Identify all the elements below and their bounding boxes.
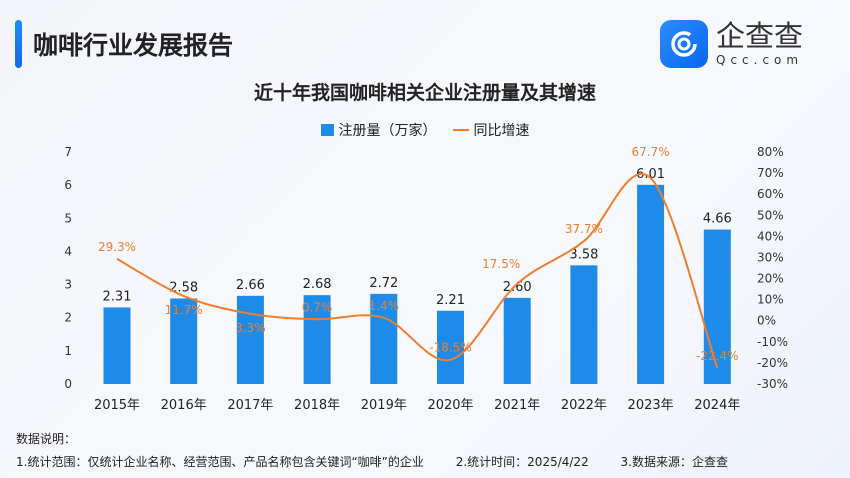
right-tick-label: 70%: [757, 166, 784, 180]
x-tick-label: 2016年: [161, 398, 207, 413]
x-tick-label: 2015年: [94, 398, 140, 413]
right-tick-label: -20%: [757, 356, 788, 370]
bar: [103, 307, 131, 384]
bar: [303, 295, 331, 384]
bar: [437, 310, 464, 384]
bar-value-label: 3.58: [569, 247, 598, 262]
growth-label: 67.7%: [632, 145, 670, 159]
logo-cn: 企查查: [716, 19, 804, 53]
growth-label: 1.4%: [369, 299, 400, 313]
right-tick-label: -10%: [757, 335, 788, 349]
bar: [503, 297, 531, 384]
left-tick-label: 3: [64, 278, 72, 292]
legend-bar: 注册量（万家）: [320, 120, 437, 140]
bar: [637, 184, 665, 384]
bar-value-label: 2.72: [369, 276, 398, 291]
bar-value-label: 2.21: [436, 293, 465, 308]
x-tick-label: 2020年: [427, 398, 473, 413]
x-tick-label: 2021年: [494, 398, 540, 413]
growth-label: -18.5%: [429, 341, 471, 355]
right-tick-label: 40%: [757, 229, 784, 243]
bar: [370, 293, 398, 384]
qcc-logo: 企查查 Qcc.com: [660, 20, 803, 68]
bar-value-label: 2.66: [236, 278, 265, 293]
qcc-logo-icon: [660, 20, 708, 68]
growth-label: 37.7%: [565, 222, 603, 236]
right-tick-label: 80%: [757, 145, 784, 159]
left-tick-label: 6: [64, 178, 72, 192]
growth-line: [116, 173, 719, 369]
legend: 注册量（万家） 同比增速: [0, 120, 850, 140]
bar: [703, 229, 731, 384]
bar-value-label: 2.60: [503, 280, 532, 295]
left-tick-label: 2: [64, 311, 72, 325]
growth-label: 3.3%: [235, 321, 266, 335]
growth-label: 29.3%: [98, 240, 136, 254]
bar-value-label: 2.58: [169, 280, 198, 295]
left-tick-label: 0: [64, 377, 72, 391]
title-accent-bar: [15, 20, 22, 68]
right-tick-label: 60%: [757, 187, 784, 201]
x-tick-label: 2023年: [628, 398, 674, 413]
right-tick-label: 20%: [757, 272, 784, 286]
notes-heading: 数据说明：: [16, 432, 77, 446]
right-tick-label: 50%: [757, 208, 784, 222]
bar: [236, 295, 264, 384]
chart-title: 近十年我国咖啡相关企业注册量及其增速: [253, 82, 596, 104]
x-tick-label: 2018年: [294, 398, 340, 413]
bar-value-label: 2.68: [303, 277, 332, 292]
page-title: 咖啡行业发展报告: [33, 31, 234, 60]
growth-label: 11.7%: [165, 303, 203, 317]
left-tick-label: 4: [64, 244, 72, 258]
bar-value-label: 2.31: [103, 289, 132, 304]
note-3: 3.数据来源：企查查: [620, 455, 728, 469]
right-tick-label: 10%: [757, 293, 784, 307]
x-tick-label: 2024年: [694, 398, 740, 413]
x-tick-label: 2022年: [561, 398, 607, 413]
bar-value-label: 4.66: [703, 212, 732, 227]
x-tick-label: 2019年: [361, 398, 407, 413]
legend-line: 同比增速: [452, 120, 530, 140]
right-tick-label: 0%: [757, 314, 776, 328]
logo-en: Qcc.com: [716, 53, 804, 67]
note-1: 1.统计范围：仅统计企业名称、经营范围、产品名称包含关键词“咖啡”的企业: [16, 455, 424, 469]
right-tick-label: -30%: [757, 377, 788, 391]
bar: [170, 298, 198, 384]
right-tick-label: 30%: [757, 250, 784, 264]
bar: [570, 265, 598, 384]
left-tick-label: 5: [64, 211, 72, 225]
x-tick-label: 2017年: [227, 398, 273, 413]
data-notes: 数据说明： 1.统计范围：仅统计企业名称、经营范围、产品名称包含关键词“咖啡”的…: [16, 428, 756, 474]
growth-label: 17.5%: [482, 257, 520, 271]
left-tick-label: 7: [64, 145, 72, 159]
growth-label: 0.7%: [302, 300, 333, 314]
bar-value-label: 6.01: [636, 167, 665, 182]
growth-label: -22.4%: [696, 349, 738, 363]
left-tick-label: 1: [64, 344, 72, 358]
note-2: 2.统计时间：2025/4/22: [455, 455, 589, 469]
